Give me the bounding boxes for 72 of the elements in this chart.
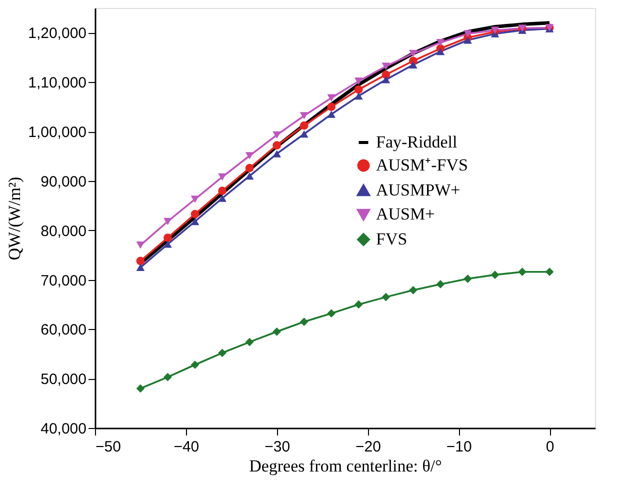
point [218,186,226,195]
point [245,152,254,160]
x-tick-label: −40 [174,438,200,456]
point [218,348,226,358]
point [272,131,281,139]
point [354,78,363,85]
legend-label: AUSMPW+ [376,180,460,200]
point [436,38,445,46]
point [354,85,363,94]
point [300,318,308,326]
point [190,218,200,226]
point [272,141,281,150]
point [490,270,500,280]
point [136,256,145,266]
point [164,240,172,248]
y-axis-title: QW/(W/m²) [5,176,24,260]
point [164,372,172,382]
point [409,286,418,294]
x-tick-label: 0 [546,438,554,456]
y-tick-label: 1,00,000 [28,124,86,142]
y-tick-label: 90,000 [40,173,86,190]
point [327,309,336,318]
point [272,327,281,336]
y-tick-label: 60,000 [40,322,86,339]
x-tick-label: −10 [446,438,472,456]
point [272,150,281,158]
point [354,300,363,309]
legend-label: AUSM+ [376,204,435,224]
y-tick-label: 40,000 [40,420,86,438]
point [518,268,526,276]
y-tick-label: 80,000 [40,222,86,240]
point [436,280,445,288]
legend-label: Fay-Riddell [376,132,458,152]
point [218,173,226,181]
point [327,102,336,111]
point [190,360,200,369]
y-tick-label: 70,000 [40,272,86,290]
point [464,36,472,44]
point [382,292,390,302]
point [218,194,226,202]
point [382,62,390,70]
point [245,164,254,172]
point [382,70,390,79]
point [436,48,445,56]
point [245,338,254,346]
point [464,274,472,283]
point [300,130,308,138]
point [164,218,172,226]
point [382,76,390,84]
point [136,384,145,393]
y-tick-label: 1,20,000 [28,25,86,42]
y-tick-label: 1,10,000 [28,74,86,92]
x-tick-label: −20 [356,438,381,456]
point [545,268,554,276]
x-tick-label: −30 [264,438,290,456]
point [164,234,172,242]
x-axis-title: Degrees from centerline: θ/° [249,456,442,476]
point [300,121,308,130]
x-tick-label: −50 [96,438,121,456]
point [245,172,254,180]
point [354,92,363,100]
point [300,112,308,120]
legend-label: FVS [376,230,408,248]
point [136,264,145,272]
point [327,110,336,118]
point [190,210,200,218]
point [409,50,418,58]
point [409,61,418,68]
y-tick-label: 50,000 [40,371,86,388]
point [464,30,472,38]
point [327,94,336,102]
legend-label: AUSM⁺-FVS [376,156,468,174]
